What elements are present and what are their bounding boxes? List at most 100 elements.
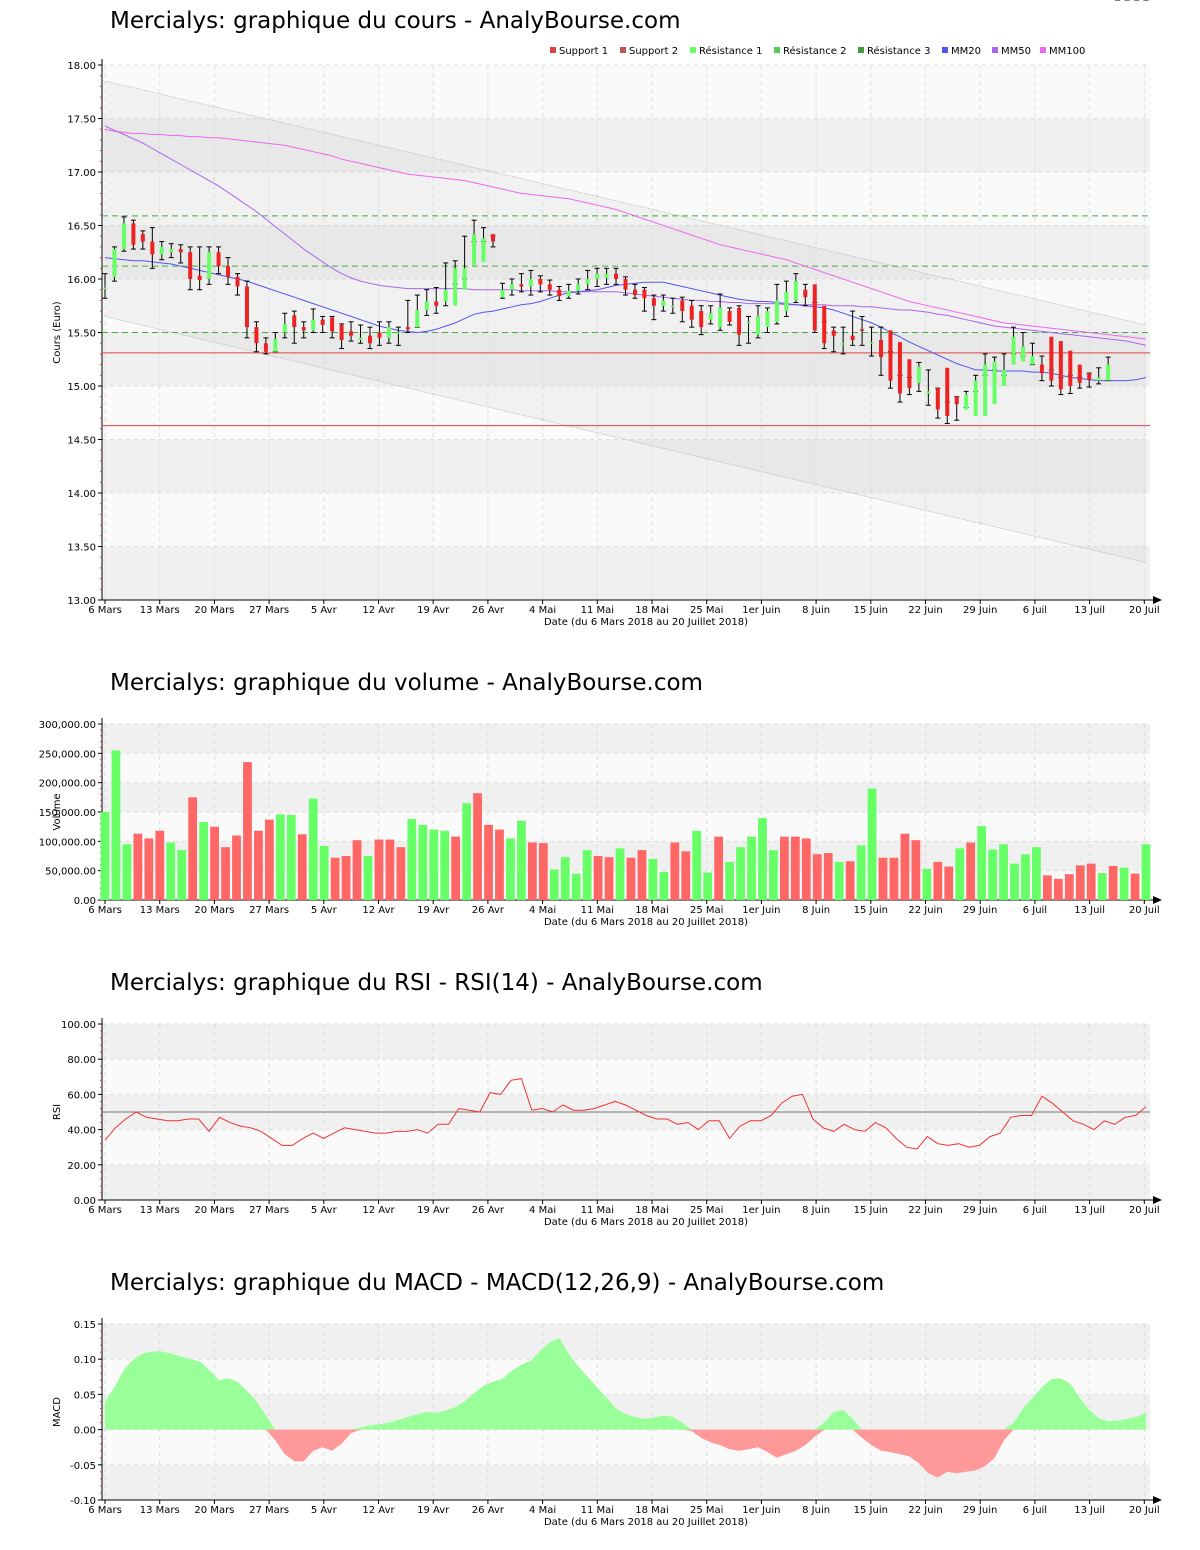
macd-ytick-label: 0.05 [74,1390,96,1401]
candle-body [481,238,486,262]
volume-bar [955,848,965,900]
volume-bar [1130,873,1140,900]
candle-body [519,284,524,287]
volume-bar [593,856,603,900]
candle-body [197,275,202,281]
volume-bar [889,857,899,900]
volume-bar [111,750,121,900]
volume-bar [177,850,187,900]
volume-bar [330,857,340,900]
volume-bar [122,844,132,900]
candle-body [595,273,600,279]
price-chart: 13.00 13.50 14.00 14.50 15.00 15.50 16.00 16.50… [52,0,1162,628]
candle-body [188,252,193,279]
price-xtick-label: 18 Mai [635,605,668,616]
volume-bar [166,842,176,900]
legend-label: Support 2 [629,46,678,57]
candle-body [178,249,183,253]
volume-bar [1086,863,1096,900]
volume-ytick-label: 250,000.00 [39,749,96,760]
volume-bar [495,829,504,900]
macd-xtick-label: 4 Mai [529,1505,556,1516]
volume-bar [549,869,559,900]
volume-bar [254,830,263,900]
volume-bar [1119,867,1129,900]
macd-xtick-label: 25 Mai [690,1505,723,1516]
rsi-xtick-label: 8 Juin [802,1205,830,1216]
macd-negative-area [105,1429,1146,1478]
volume-bar [210,826,219,900]
volume-bar [966,842,976,900]
legend-label: MM20 [951,46,981,57]
candle-body [992,361,997,405]
volume-bar [297,834,307,900]
candle-body [576,284,581,291]
price-ytick-label: 15.00 [67,382,96,393]
macd-band [102,1359,1150,1395]
candle-body [254,327,259,344]
legend-label: Résistance 1 [699,45,762,57]
macd-ytick-label: 0.00 [74,1426,96,1437]
volume-bar [670,842,680,900]
legend-swatch [942,47,948,53]
macd-band [102,1324,1150,1360]
volume-bar [243,762,252,900]
rsi-x-arrow [1153,1196,1162,1204]
volume-bar [517,820,526,900]
rsi-xtick-label: 26 Avr [472,1205,505,1216]
candle-body [916,366,921,383]
volume-ytick-label: 50,000.00 [45,867,96,878]
volume-bar [648,858,658,900]
volume-bar [155,830,165,900]
volume-bar [922,868,932,900]
macd-xtick-label: 22 Juin [908,1505,942,1516]
candle-body [159,246,164,255]
price-x-arrow [1153,596,1162,604]
candle-body [415,310,420,328]
price-band [102,118,1150,172]
candle-body [140,234,145,242]
macd-xtick-label: 6 Juil [1023,1505,1047,1516]
price-xtick-label: 27 Mars [249,605,289,616]
volume-bar [352,840,362,900]
volume-bar [747,836,756,900]
macd-xtick-label: 20 Mars [194,1505,234,1516]
candle-body [860,329,865,331]
rsi-xtick-label: 6 Mars [88,1205,122,1216]
volume-bar [944,866,954,900]
price-xtick-label: 15 Juin [854,605,888,616]
legend-swatch [858,47,864,53]
volume-ytick-label: 100,000.00 [39,837,96,848]
candle-body [349,331,354,336]
volume-xtick-label: 13 Juil [1074,905,1105,916]
volume-bar [571,873,581,900]
macd-xtick-label: 18 Mai [635,1505,668,1516]
candle-body [1077,364,1082,383]
volume-bar [714,836,724,900]
volume-bar [286,814,296,900]
candle-body [538,279,543,285]
price-xtick-label: 8 Juin [802,605,830,616]
rsi-xtick-label: 19 Avr [417,1205,450,1216]
candle-body [405,327,410,330]
macd-xtick-label: 12 Avr [362,1505,395,1516]
price-ytick-label: 14.50 [67,436,96,447]
volume-bar [1042,875,1052,900]
volume-x-axis-label: Date (du 6 Mars 2018 au 20 Juillet 2018) [544,917,748,928]
macd-xtick-label: 1er Juin [742,1505,780,1516]
rsi-band [102,1059,1150,1095]
price-xtick-label: 5 Avr [311,605,338,616]
price-ytick-label: 17.50 [67,115,96,126]
candle-body [528,279,533,287]
candle-body [812,284,817,331]
candle-body [680,300,685,312]
candle-body [131,223,136,245]
volume-bar [703,872,713,900]
candle-body [169,249,174,253]
macd-xtick-label: 13 Juil [1074,1505,1105,1516]
candle-body [1068,350,1073,386]
volume-bar [823,853,833,900]
candle-body [216,252,221,267]
candle-body [320,319,325,326]
candle-body [983,364,988,416]
